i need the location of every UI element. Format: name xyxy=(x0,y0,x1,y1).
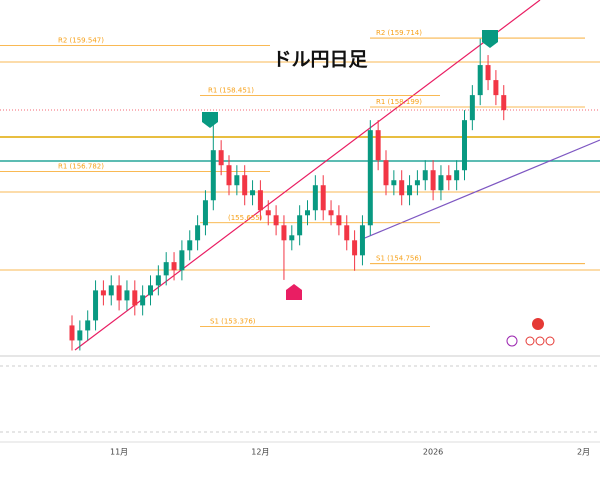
pivot-label: R1 (156.782) xyxy=(58,162,104,170)
candle-body xyxy=(77,330,83,341)
candle-body xyxy=(210,150,216,201)
pivot-label: R2 (159.714) xyxy=(376,29,422,37)
candle-body xyxy=(344,225,350,241)
candle-body xyxy=(132,290,138,306)
candle-body xyxy=(352,240,358,256)
candle-body xyxy=(305,210,310,216)
candle-body xyxy=(336,215,342,226)
candle-body xyxy=(367,130,373,226)
signal-marker xyxy=(482,30,498,48)
x-tick-label: 12月 xyxy=(251,448,269,457)
candle-body xyxy=(100,290,106,296)
candle-body xyxy=(155,275,161,286)
candle-body xyxy=(218,150,224,166)
pivot-levels: R2 (159.547) R1 (158.451) R1 (156.782) (155… xyxy=(0,29,585,327)
candle-body xyxy=(124,290,130,301)
candle-body xyxy=(485,65,491,81)
event-icon xyxy=(506,335,518,347)
candle-body xyxy=(281,225,287,241)
signal-marker xyxy=(202,112,218,128)
candle-body xyxy=(265,210,271,216)
signal-marker xyxy=(286,284,302,300)
x-axis: 11月 12月 2026 2月 xyxy=(110,448,590,457)
candle-body xyxy=(430,170,436,191)
candle-body xyxy=(93,290,99,321)
candle-body xyxy=(399,180,405,196)
candle-body xyxy=(422,170,428,181)
candle-body xyxy=(462,120,467,171)
candle-body xyxy=(242,175,248,196)
x-tick-label: 11月 xyxy=(110,448,128,457)
candle-body xyxy=(202,200,208,226)
candle-body xyxy=(148,285,153,296)
event-icon xyxy=(545,336,555,346)
candle-body xyxy=(234,175,240,186)
candle-body xyxy=(493,80,499,96)
candle-body xyxy=(116,285,122,301)
candle-body xyxy=(108,285,114,296)
candle-body xyxy=(383,160,389,186)
candle-body xyxy=(328,210,334,216)
candle-body xyxy=(297,215,303,236)
candle-body xyxy=(163,262,169,276)
candle-body xyxy=(187,240,193,251)
pivot-label: R1 (158.451) xyxy=(208,87,254,95)
chart-title: ドル円日足 xyxy=(272,49,368,71)
candle-body xyxy=(414,180,420,186)
candle-body xyxy=(257,190,263,211)
pivot-label: S1 (154.756) xyxy=(376,255,422,263)
candle-body xyxy=(407,185,413,196)
trend-line xyxy=(359,139,600,241)
candle-body xyxy=(375,130,381,161)
event-icon xyxy=(532,318,544,330)
candle-body xyxy=(69,325,75,341)
candle-body xyxy=(171,262,177,271)
candle-body xyxy=(273,215,279,226)
pivot-label: (155.655) xyxy=(228,214,263,222)
candle-body xyxy=(289,235,295,241)
candle-body xyxy=(438,175,444,191)
candle-body xyxy=(320,185,326,211)
candle-body xyxy=(359,225,365,256)
pivot-label: S1 (153.376) xyxy=(210,318,256,326)
candle-body xyxy=(391,180,397,186)
candle-body xyxy=(446,175,452,181)
x-tick-label: 2026 xyxy=(423,448,443,457)
candle-body xyxy=(454,170,460,181)
candle-body xyxy=(85,320,91,331)
candle-body xyxy=(140,295,146,306)
candle-body xyxy=(477,65,483,96)
candle-body xyxy=(312,185,318,211)
candle-body xyxy=(195,225,201,241)
event-icon xyxy=(535,336,545,346)
event-icon xyxy=(525,336,535,346)
candle-body xyxy=(226,165,232,186)
candle-body xyxy=(501,95,507,111)
candles xyxy=(69,38,507,351)
candle-body xyxy=(469,95,475,121)
x-tick-label: 2月 xyxy=(577,448,590,457)
pivot-label: R2 (159.547) xyxy=(58,37,104,45)
candle-body xyxy=(179,250,185,271)
pivot-label: R1 (158.199) xyxy=(376,98,422,106)
candle-body xyxy=(250,190,256,196)
